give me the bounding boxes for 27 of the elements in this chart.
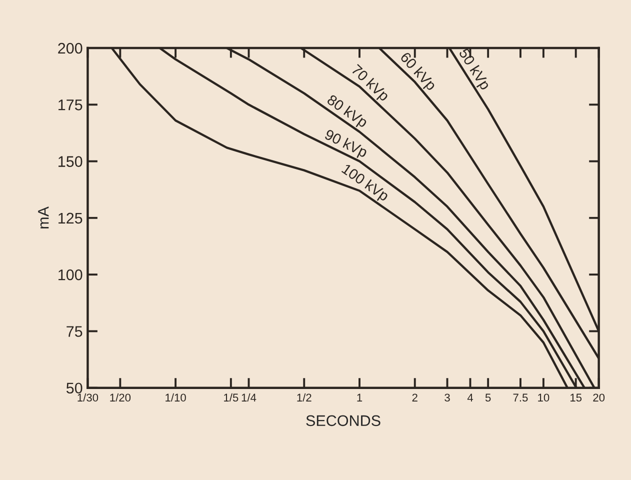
- y-tick-label: 125: [58, 212, 82, 224]
- x-tick-label: 2: [412, 394, 418, 402]
- x-tick-label: 1/10: [166, 393, 186, 402]
- x-axis-title: SECONDS: [306, 415, 380, 426]
- x-tick-label: 1/2: [297, 393, 312, 402]
- x-tick-label: 10: [538, 394, 550, 402]
- y-axis-title: mA: [38, 206, 49, 228]
- x-tick-label: 4: [467, 394, 474, 402]
- text: 90 kVp: [322, 128, 368, 160]
- x-tick-label: 5: [485, 394, 491, 402]
- y-tick-label: 200: [58, 42, 82, 54]
- y-tick-label: 150: [58, 156, 82, 167]
- y-tick-label: 175: [58, 100, 82, 110]
- text: 60 kVp: [398, 51, 438, 93]
- x-tick-label: 7.5: [513, 394, 528, 402]
- x-tick-label: 20: [593, 394, 605, 402]
- x-tick-label: 1/4: [242, 393, 256, 402]
- x-tick-label: 15: [570, 394, 582, 402]
- x-tick-label: 1/30: [78, 393, 98, 402]
- x-tick-label: 1: [357, 394, 362, 402]
- y-tick-label: 75: [66, 326, 82, 337]
- x-tick-label: 1/5: [224, 393, 238, 402]
- text: 100 kVp: [340, 163, 390, 204]
- x-tick-label: 3: [444, 394, 450, 402]
- x-tick-label: 1/20: [110, 393, 131, 402]
- y-tick-label: 100: [58, 269, 82, 280]
- y-tick-label: 50: [66, 382, 82, 394]
